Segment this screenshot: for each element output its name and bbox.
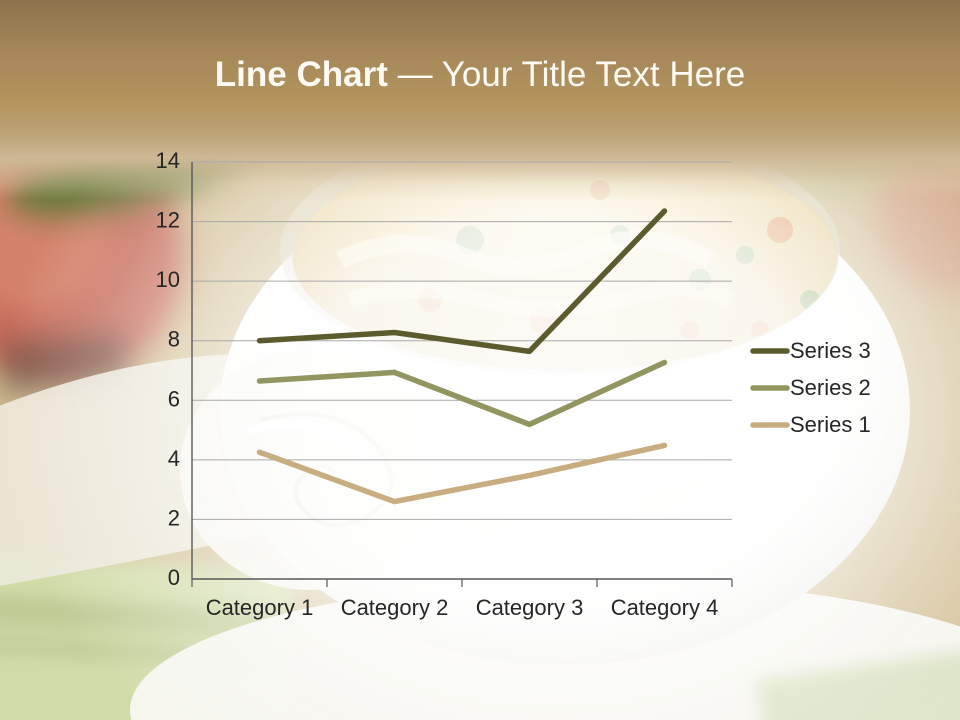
svg-text:0: 0 [168, 565, 180, 590]
svg-text:Series 2: Series 2 [790, 375, 871, 400]
svg-text:8: 8 [168, 327, 180, 352]
svg-text:12: 12 [156, 208, 180, 233]
svg-text:10: 10 [156, 267, 180, 292]
svg-text:6: 6 [168, 386, 180, 411]
svg-text:Category 2: Category 2 [341, 595, 449, 620]
svg-text:4: 4 [168, 446, 180, 471]
svg-text:2: 2 [168, 505, 180, 530]
svg-text:14: 14 [156, 148, 180, 173]
svg-text:Category 4: Category 4 [611, 595, 719, 620]
svg-text:Series 1: Series 1 [790, 412, 871, 437]
svg-text:Category 1: Category 1 [206, 595, 314, 620]
svg-text:Category 3: Category 3 [476, 595, 584, 620]
svg-text:Series 3: Series 3 [790, 338, 871, 363]
